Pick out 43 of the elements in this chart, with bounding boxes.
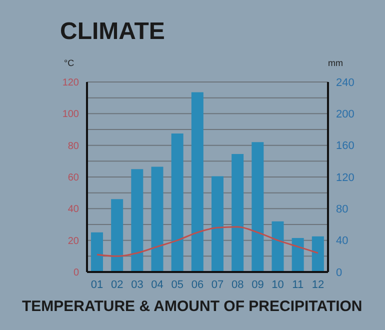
bar [131,169,144,272]
text: TEMPERATURE & AMOUNT OF PRECIPITATION [22,298,362,315]
y-tick-label: 100 [62,109,80,120]
bar [272,221,284,272]
x-tick-label: 05 [171,278,184,291]
chart-title: CLIMATE [60,18,165,46]
bar [252,142,264,272]
y2-tick-label: 40 [336,235,348,248]
y-axis-title: °C [64,58,74,68]
y2-tick-label: 160 [336,140,354,152]
y2-axis-title: mm [328,58,343,68]
x-tick-label: 09 [252,278,264,291]
x-tick-label: 06 [191,278,204,291]
y2-tick-label: 120 [336,172,354,184]
y2-tick-label: 80 [336,204,348,216]
x-tick-label: 10 [272,278,284,291]
x-tick-label: 07 [211,278,224,291]
y-tick-label: 20 [68,236,80,247]
y-tick-label: 60 [68,172,80,184]
x-tick-label: 12 [312,278,324,291]
y-tick-label: 0 [73,268,80,279]
y2-tick-label: 200 [336,108,354,121]
bar [91,232,103,272]
x-tick-label: 03 [131,278,144,291]
x-tick-label: 08 [232,278,244,291]
y-tick-label: 40 [68,204,80,216]
x-tick-label: 11 [292,278,304,291]
x-tick-label: 04 [151,278,164,291]
y-tick-label: 120 [62,78,80,89]
bar [171,133,184,272]
bar [232,154,244,272]
y-tick-label: 80 [68,140,80,152]
bar [212,176,224,272]
y2-tick-label: 240 [336,76,354,89]
line-series [96,226,319,257]
bar [191,92,204,272]
bar [151,166,164,272]
x-tick-label: 02 [111,278,124,291]
bar [292,238,304,272]
y2-tick-label: 0 [336,266,342,279]
x-tick-label: 01 [90,278,104,291]
bar [111,199,124,272]
bar [312,236,324,272]
